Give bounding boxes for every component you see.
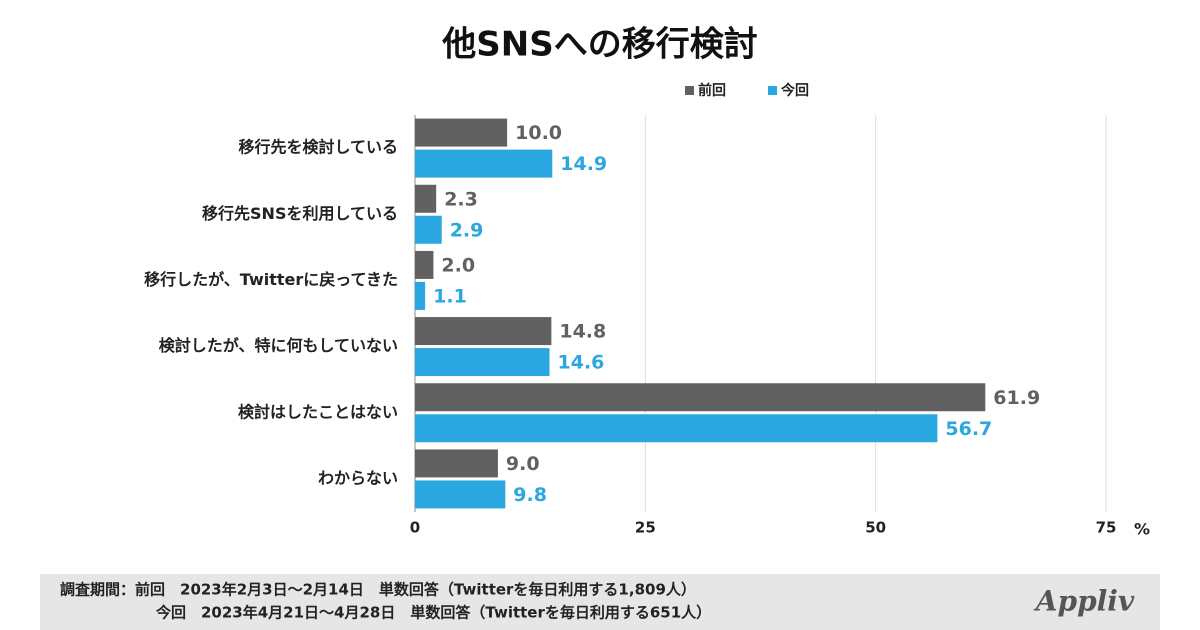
data-label: 61.9 <box>993 387 1040 409</box>
y-tick-label: 移行したが、Twitterに戻ってきた <box>144 270 398 289</box>
bar <box>415 348 550 377</box>
bar <box>415 317 552 346</box>
x-tick-label: 75 <box>1096 519 1117 537</box>
bar <box>415 383 986 412</box>
bar <box>415 281 426 310</box>
legend-swatch <box>768 86 777 95</box>
y-tick-label: 検討したが、特に何もしていない <box>159 336 398 355</box>
footer-line: 今回 2023年4月21日～4月28日 単数回答（Twitterを毎日利用する6… <box>155 604 711 622</box>
data-label: 14.8 <box>559 321 606 343</box>
data-label: 56.7 <box>945 418 992 440</box>
legend-label: 前回 <box>698 82 726 99</box>
data-label: 10.0 <box>515 122 562 144</box>
data-label: 14.6 <box>558 352 605 374</box>
x-tick-label: 0 <box>410 519 420 537</box>
y-tick-label: 移行先を検討している <box>238 138 398 157</box>
bar <box>415 149 553 178</box>
legend-label: 今回 <box>780 82 809 99</box>
bar <box>415 250 434 279</box>
bar <box>415 215 442 244</box>
bar <box>415 118 508 147</box>
y-tick-label: わからない <box>318 468 398 487</box>
data-label: 2.0 <box>441 254 475 276</box>
footer-line: 調査期間：前回 2023年2月3日～2月14日 単数回答（Twitterを毎日利… <box>60 581 696 599</box>
data-label: 14.9 <box>560 153 607 175</box>
bar <box>415 449 498 478</box>
x-tick-label: 25 <box>635 519 656 537</box>
data-label: 9.8 <box>513 484 547 506</box>
bar <box>415 414 938 443</box>
x-tick-label: 50 <box>865 519 886 537</box>
y-tick-label: 移行先SNSを利用している <box>202 204 398 223</box>
footer-bg <box>40 574 1160 630</box>
bar <box>415 480 506 509</box>
data-label: 9.0 <box>506 453 540 475</box>
bar <box>415 184 437 213</box>
chart-title: 他SNSへの移行検討 <box>441 25 757 65</box>
data-label: 1.1 <box>433 285 467 307</box>
legend-swatch <box>685 86 694 95</box>
y-tick-label: 検討はしたことはない <box>238 402 398 421</box>
logo: Appliv <box>1033 585 1135 618</box>
x-unit: % <box>1134 520 1150 539</box>
data-label: 2.3 <box>444 188 478 210</box>
data-label: 2.9 <box>450 219 484 241</box>
